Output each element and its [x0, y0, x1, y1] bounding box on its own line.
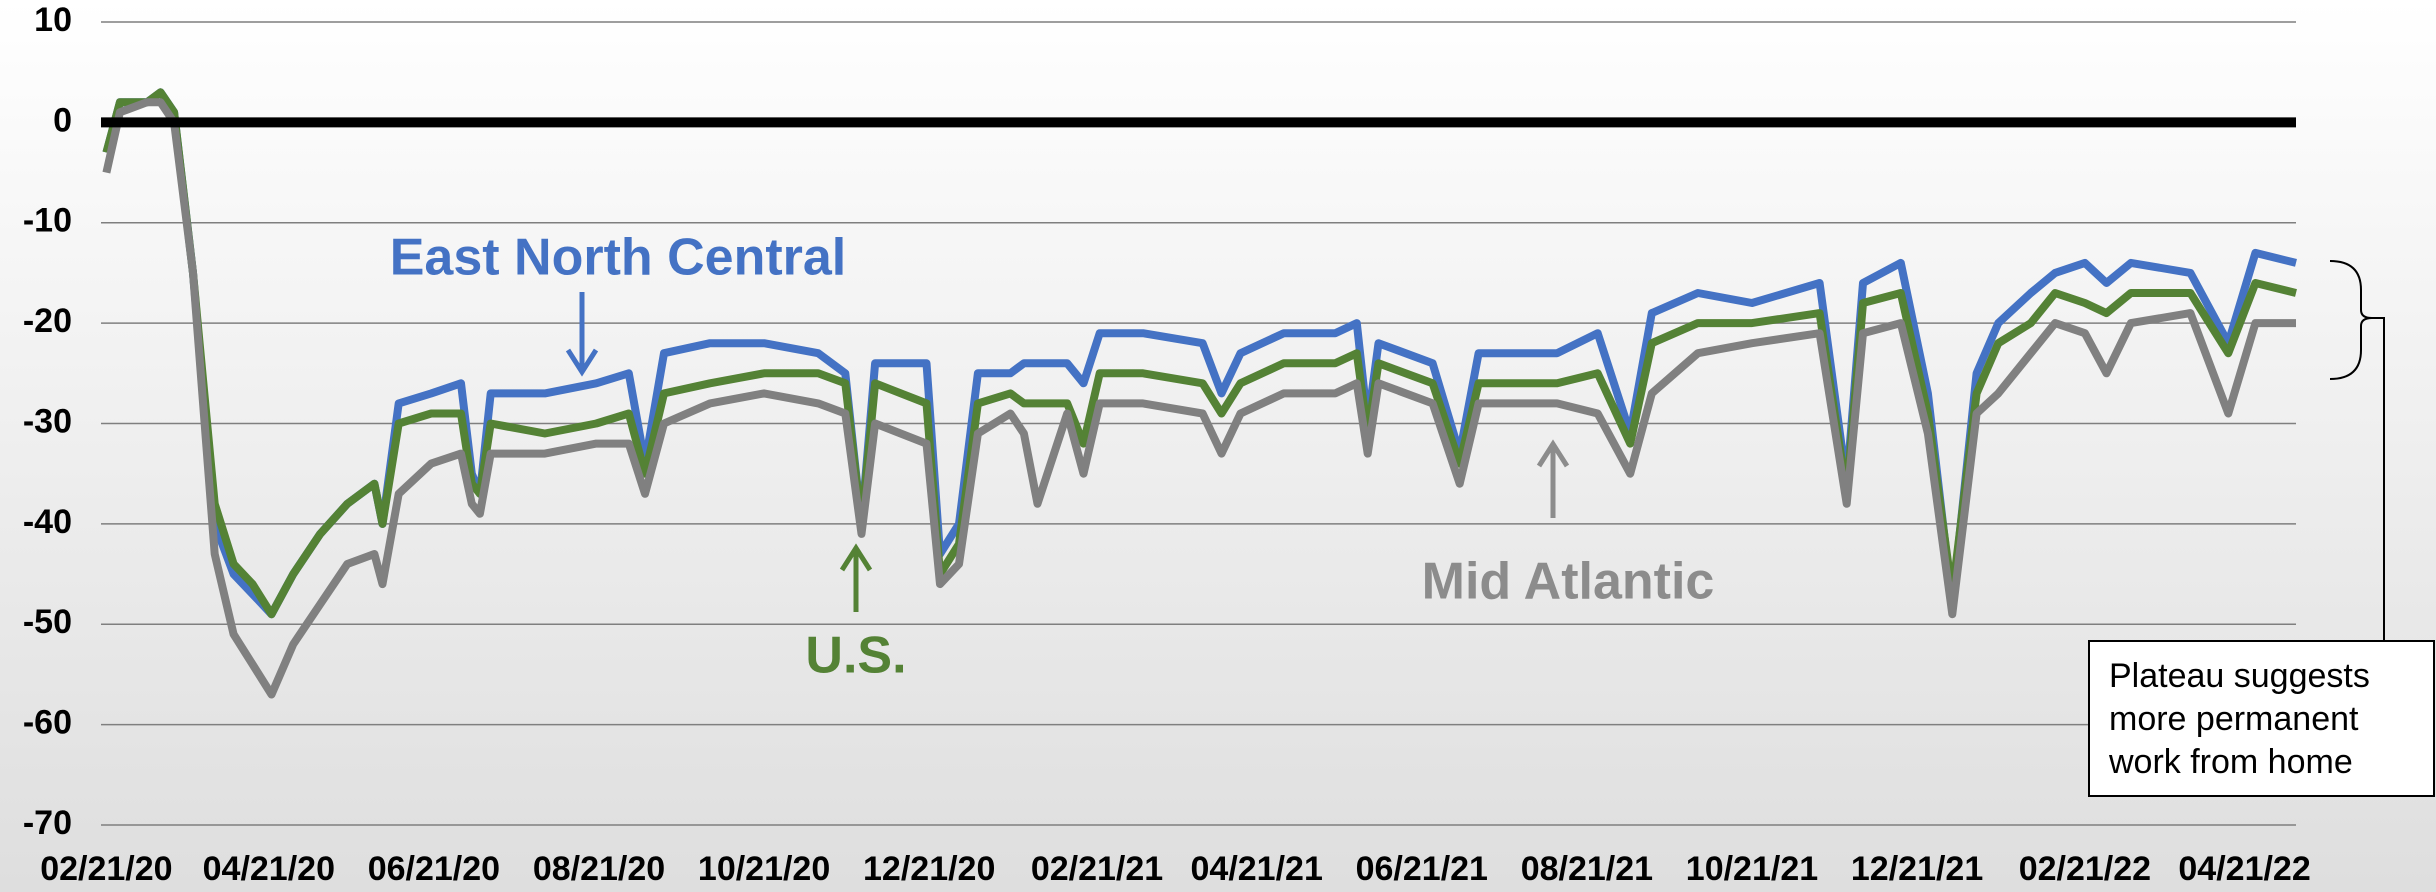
arrow — [565, 292, 599, 377]
x-tick-label: 02/21/21 — [1031, 850, 1163, 888]
note-text: work from home — [2108, 743, 2353, 781]
series-line — [102, 98, 2296, 699]
lines — [101, 88, 2297, 699]
note-box — [2088, 640, 2435, 797]
series-label: East North Central — [390, 229, 847, 287]
x-tick-label: 10/21/20 — [698, 850, 830, 888]
x-tick-label: 12/21/20 — [863, 850, 995, 888]
x-tick-label: 08/21/21 — [1521, 850, 1653, 888]
x-tick-label: 06/21/21 — [1356, 850, 1488, 888]
x-tick-label: 02/21/20 — [40, 850, 172, 888]
y-tick-label: -50 — [23, 603, 72, 641]
series-label: Mid Atlantic — [1422, 553, 1715, 611]
note-text: more permanent — [2109, 700, 2359, 738]
y-tick-label: 10 — [34, 1, 72, 39]
x-tick-label: 12/21/21 — [1851, 850, 1983, 888]
y-tick-label: -20 — [23, 302, 72, 340]
labels: 10 0 -10 -20 -30 -40 -50 -60 -70 02/21/20 04/21/20… — [23, 1, 2311, 888]
series-line — [102, 88, 2297, 619]
arrow — [1536, 439, 1570, 518]
y-tick-label: -30 — [23, 402, 72, 440]
x-tick-label: 04/21/20 — [203, 850, 335, 888]
x-tick-label: 08/21/20 — [533, 850, 665, 888]
x-tick-label: 10/21/21 — [1686, 850, 1818, 888]
y-tick-label: -70 — [23, 804, 72, 842]
note-text: Plateau suggests — [2109, 657, 2370, 695]
y-tick-label: -10 — [23, 202, 72, 240]
x-tick-label: 02/21/22 — [2019, 850, 2151, 888]
arrow — [839, 543, 873, 612]
y-tick-label: -60 — [23, 704, 72, 742]
y-tick-label: -40 — [23, 503, 72, 541]
y-tick-label: 0 — [53, 101, 72, 139]
connector — [2372, 317, 2385, 641]
x-tick-label: 06/21/20 — [368, 850, 500, 888]
x-tick-label: 04/21/22 — [2178, 850, 2310, 888]
x-tick-label: 04/21/21 — [1191, 850, 1323, 888]
series-label: U.S. — [805, 627, 906, 685]
